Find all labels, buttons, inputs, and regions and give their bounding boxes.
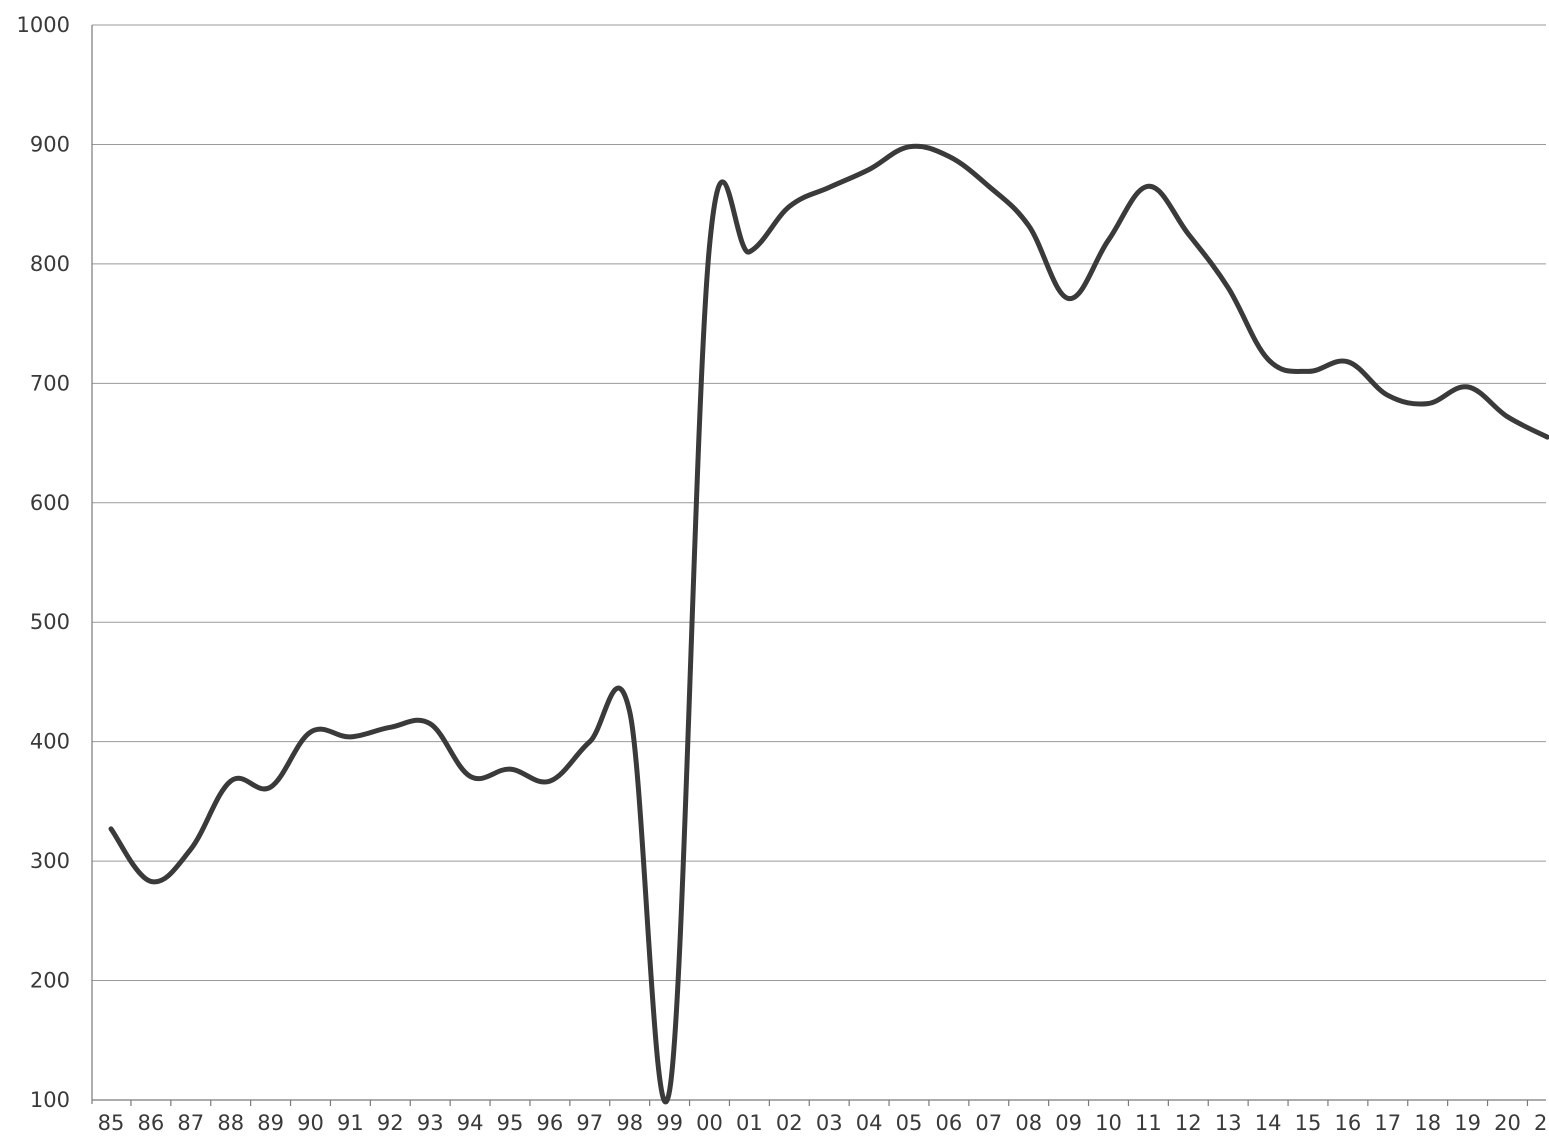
x-tick-label: 12 (1175, 1111, 1202, 1135)
data-point-99 (668, 1088, 672, 1092)
data-point-19 (1466, 385, 1470, 389)
x-tick-label: 20 (1494, 1111, 1521, 1135)
x-tick-label: 00 (696, 1111, 723, 1135)
data-point-94 (468, 774, 472, 778)
x-tick-label: 11 (1135, 1111, 1162, 1135)
x-tick-label: 21 (1534, 1111, 1549, 1135)
x-tick-label: 97 (576, 1111, 603, 1135)
data-point-88 (229, 779, 233, 783)
y-tick-label: 200 (30, 969, 70, 993)
y-tick-label: 800 (30, 252, 70, 276)
x-tick-label: 88 (217, 1111, 244, 1135)
x-tick-label: 10 (1095, 1111, 1122, 1135)
x-tick-label: 04 (856, 1111, 883, 1135)
data-point-86 (149, 879, 153, 883)
data-point-90 (309, 730, 313, 734)
data-point-14 (1266, 357, 1270, 361)
x-tick-label: 99 (656, 1111, 683, 1135)
x-tick-label: 91 (337, 1111, 364, 1135)
y-tick-label: 400 (30, 730, 70, 754)
data-point-92 (388, 725, 392, 729)
x-tick-label: 90 (297, 1111, 324, 1135)
x-tick-label: 19 (1454, 1111, 1481, 1135)
x-tick-label: 02 (776, 1111, 803, 1135)
series-line-0 (108, 143, 1549, 1105)
y-tick-label: 1000 (17, 13, 70, 37)
data-point-16 (1346, 360, 1350, 364)
data-point-03 (827, 185, 831, 189)
x-tick-label: 92 (377, 1111, 404, 1135)
x-tick-label: 07 (975, 1111, 1002, 1135)
y-tick-label: 100 (30, 1088, 70, 1112)
data-point-96 (548, 779, 552, 783)
x-tick-label: 95 (497, 1111, 524, 1135)
data-point-10 (1107, 238, 1111, 242)
x-tick-label: 05 (896, 1111, 923, 1135)
data-point-01 (747, 250, 751, 254)
x-tick-label: 01 (736, 1111, 763, 1135)
data-point-15 (1306, 369, 1310, 373)
data-point-06 (947, 154, 951, 158)
data-point-08 (1027, 224, 1031, 228)
y-tick-label: 700 (30, 371, 70, 395)
data-point-04 (867, 168, 871, 172)
x-tick-label: 03 (816, 1111, 843, 1135)
x-tick-label: 96 (537, 1111, 564, 1135)
y-tick-label: 300 (30, 849, 70, 873)
data-point-18 (1426, 402, 1430, 406)
data-point-97 (588, 740, 592, 744)
x-tick-label: 89 (257, 1111, 284, 1135)
x-tick-label: 86 (138, 1111, 165, 1135)
data-point-91 (348, 735, 352, 739)
data-point-11 (1146, 184, 1150, 188)
data-point-02 (787, 205, 791, 209)
data-point-85 (109, 827, 113, 831)
x-tick-label: 17 (1374, 1111, 1401, 1135)
x-tick-label: 87 (177, 1111, 204, 1135)
data-point-17 (1386, 393, 1390, 397)
x-tick-label: 13 (1215, 1111, 1242, 1135)
data-point-95 (508, 767, 512, 771)
x-tick-labels: 85 86 87 88 89 90 91 92 93 94 95 96 97 98 99 00 01 02 03 04… (98, 1111, 1549, 1135)
data-point-89 (269, 785, 273, 789)
x-tick-label: 93 (417, 1111, 444, 1135)
data-point-87 (189, 847, 193, 851)
x-tick-label: 09 (1055, 1111, 1082, 1135)
x-tick-label: 14 (1255, 1111, 1282, 1135)
x-tick-label: 16 (1335, 1111, 1362, 1135)
x-tick-label: 98 (616, 1111, 643, 1135)
gridlines (92, 24, 1546, 982)
y-tick-label: 900 (30, 132, 70, 156)
series (108, 143, 1549, 1105)
data-point-20 (1506, 415, 1510, 419)
y-tick-label: 500 (30, 610, 70, 634)
data-point-09 (1067, 297, 1071, 301)
x-tick-label: 08 (1015, 1111, 1042, 1135)
data-point-12 (1186, 232, 1190, 236)
x-tick-label: 85 (98, 1111, 125, 1135)
y-tick-labels: 100 200 300 400 500 600 700 800 900 1000 (17, 13, 70, 1112)
data-point-98 (628, 710, 632, 714)
data-point-05 (907, 145, 911, 149)
axes (91, 25, 1546, 1106)
data-point-00 (708, 244, 712, 248)
x-tick-label: 15 (1295, 1111, 1322, 1135)
x-tick-label: 18 (1414, 1111, 1441, 1135)
x-tick-label: 06 (936, 1111, 963, 1135)
data-point-07 (987, 184, 991, 188)
data-point-93 (428, 722, 432, 726)
y-tick-label: 600 (30, 491, 70, 515)
data-point-13 (1226, 286, 1230, 290)
x-tick-label: 94 (457, 1111, 484, 1135)
